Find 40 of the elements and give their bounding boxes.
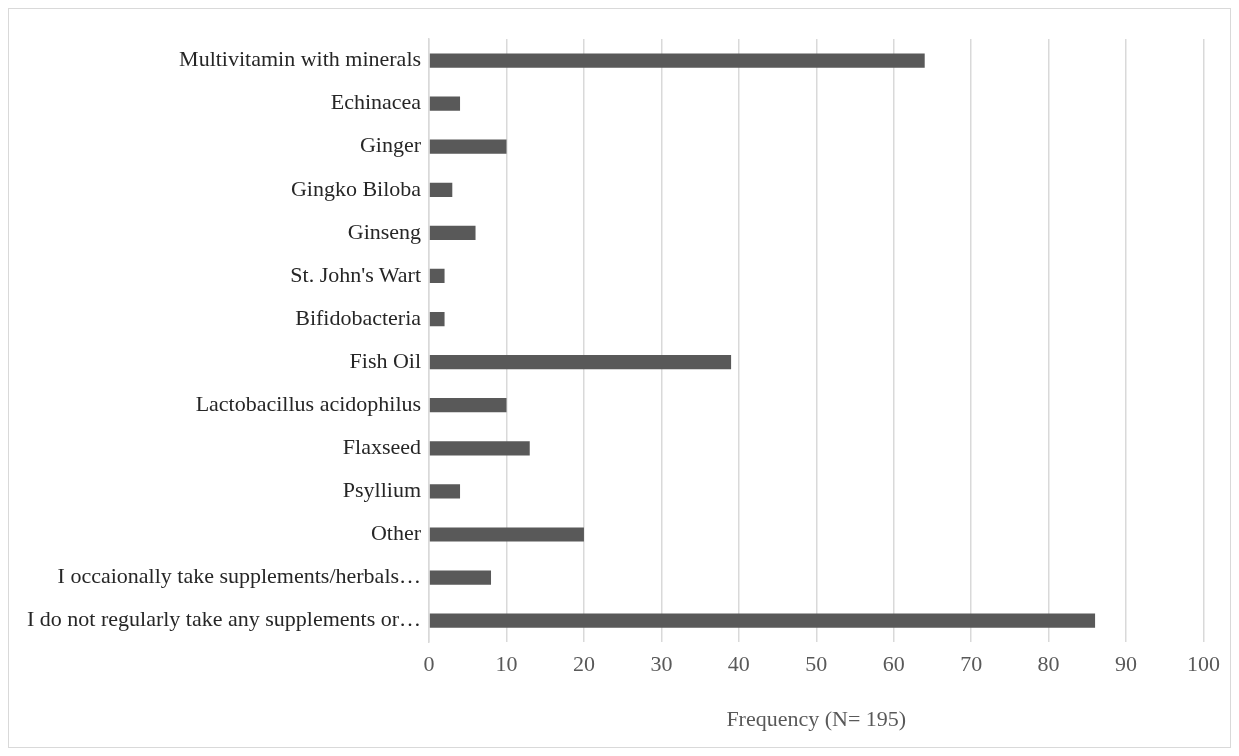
x-tick-label: 30 <box>650 651 673 677</box>
x-tick-label: 20 <box>572 651 595 677</box>
x-tick-label: 80 <box>1037 651 1060 677</box>
bar <box>429 484 461 499</box>
bar <box>429 570 492 585</box>
y-tick-label: Flaxseed <box>342 434 422 460</box>
bar <box>429 613 1096 628</box>
y-tick-label: Ginger <box>359 132 422 158</box>
y-tick-label: Lactobacillus acidophilus <box>195 391 422 417</box>
y-tick-label: I occaionally take supplements/herbals… <box>57 563 422 589</box>
x-tick-label: 40 <box>727 651 750 677</box>
x-tick-label: 0 <box>423 651 435 677</box>
x-tick-label: 100 <box>1187 651 1220 677</box>
bar <box>429 441 530 456</box>
y-tick-label: Psyllium <box>342 477 422 503</box>
bar <box>429 355 732 370</box>
y-tick-label: I do not regularly take any supplements or… <box>26 606 422 632</box>
y-tick-label: Fish Oil <box>349 347 422 373</box>
x-tick-label: 60 <box>882 651 905 677</box>
x-axis-title: Frequency (N= 195) <box>726 705 907 731</box>
y-tick-label: Multivitamin with minerals <box>179 46 422 72</box>
bar <box>429 53 925 68</box>
y-tick-label: St. John's Wart <box>290 261 422 287</box>
bar <box>429 527 584 542</box>
bar <box>429 268 445 284</box>
y-tick-label: Other <box>370 520 422 546</box>
bar <box>429 311 445 327</box>
x-tick-label: 50 <box>805 651 828 677</box>
y-tick-label: Ginseng <box>347 218 422 244</box>
y-tick-label: Gingko Biloba <box>290 175 422 201</box>
bar <box>429 225 476 240</box>
x-tick-label: 70 <box>960 651 983 677</box>
x-tick-label: 10 <box>495 651 518 677</box>
bar <box>429 398 507 413</box>
bar <box>429 182 453 197</box>
x-tick-label: 90 <box>1115 651 1138 677</box>
bar <box>429 96 461 111</box>
y-tick-label: Bifidobacteria <box>295 304 422 330</box>
bar <box>429 139 507 154</box>
y-tick-label: Echinacea <box>330 89 422 115</box>
